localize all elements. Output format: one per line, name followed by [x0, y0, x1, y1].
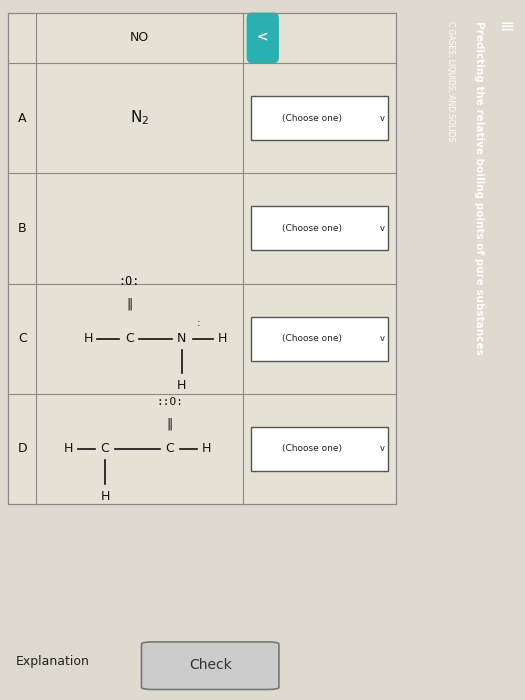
Text: Explanation: Explanation [16, 655, 90, 668]
Text: ::O:: ::O: [156, 397, 183, 407]
Text: :: : [196, 318, 200, 328]
Text: Predicting the relative boiling points of pure substances: Predicting the relative boiling points o… [474, 21, 484, 355]
Text: H: H [100, 489, 110, 503]
Text: C: C [165, 442, 174, 456]
Text: D: D [17, 442, 27, 456]
Text: (Choose one): (Choose one) [282, 224, 342, 233]
Text: ‖: ‖ [126, 298, 132, 311]
Text: ≡: ≡ [499, 18, 514, 36]
Text: (Choose one): (Choose one) [282, 113, 342, 122]
Text: C: C [125, 332, 134, 345]
Text: (Choose one): (Choose one) [282, 334, 342, 343]
Text: v: v [380, 113, 384, 122]
Text: H: H [202, 442, 211, 456]
Text: H: H [84, 332, 93, 345]
Text: v: v [380, 334, 384, 343]
Text: (Choose one): (Choose one) [282, 444, 342, 454]
FancyBboxPatch shape [250, 427, 388, 471]
Text: H: H [64, 442, 74, 456]
Text: v: v [380, 444, 384, 454]
Text: N$_2$: N$_2$ [130, 108, 149, 127]
Text: H: H [218, 332, 227, 345]
Text: H: H [177, 379, 186, 393]
FancyBboxPatch shape [141, 642, 279, 690]
Text: A: A [18, 111, 26, 125]
Text: v: v [380, 224, 384, 233]
FancyBboxPatch shape [247, 13, 279, 63]
Text: C: C [18, 332, 27, 345]
Text: B: B [18, 222, 27, 235]
Text: C: C [101, 442, 110, 456]
FancyBboxPatch shape [250, 206, 388, 251]
Text: N: N [177, 332, 186, 345]
Text: :O:: :O: [119, 275, 140, 288]
FancyBboxPatch shape [250, 316, 388, 361]
Text: Check: Check [189, 658, 232, 672]
Text: NO: NO [130, 32, 149, 44]
FancyBboxPatch shape [250, 96, 388, 140]
Text: C GASES, LIQUIDS, AND SOLIDS: C GASES, LIQUIDS, AND SOLIDS [446, 21, 455, 141]
Text: <: < [257, 31, 269, 45]
Text: ‖: ‖ [166, 417, 173, 430]
Bar [8, 13, 396, 504]
